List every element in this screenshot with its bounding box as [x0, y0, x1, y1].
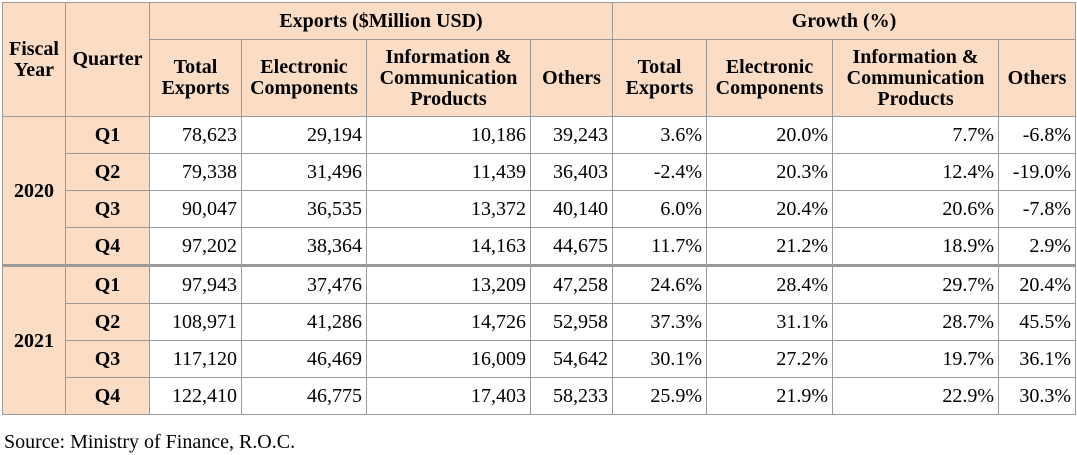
growth-value-cell: 18.9% [832, 227, 1000, 266]
table-row: 2021 Q1 97,943 37,476 13,209 47,258 24.6% 28.4%… [2, 264, 1077, 415]
growth-value-cell: 30.1% [612, 340, 708, 378]
export-value-cell: 11,439 [366, 153, 531, 191]
col-total-exports: Total Exports [149, 39, 242, 117]
export-value-cell: 97,943 [149, 264, 242, 304]
growth-value-cell: 37.3% [612, 303, 708, 341]
growth-value-cell: 36.1% [998, 340, 1077, 378]
export-value-cell: 79,338 [149, 153, 242, 191]
export-value-cell: 97,202 [149, 227, 242, 266]
table-row: Q2 79,338 31,496 11,439 36,403 -2.4% 20.3% 12.4… [3, 153, 1077, 191]
exports-group-header: Exports ($Million USD) [148, 2, 614, 40]
quarter-header: Quarter [65, 2, 150, 117]
export-value-cell: 36,535 [241, 190, 367, 228]
export-value-cell: 39,243 [529, 116, 614, 154]
growth-value-cell: -19.0% [998, 153, 1077, 191]
export-value-cell: 37,476 [241, 264, 367, 304]
growth-value-cell: 2.9% [998, 227, 1077, 266]
growth-value-cell: 25.9% [612, 377, 708, 415]
export-value-cell: 44,675 [529, 227, 614, 266]
export-value-cell: 29,194 [241, 116, 367, 154]
growth-value-cell: 30.3% [998, 377, 1077, 415]
quarter-cell: Q4 [65, 377, 150, 415]
quarter-cell: Q2 [65, 153, 150, 191]
export-value-cell: 10,186 [366, 116, 531, 154]
quarter-cell: Q4 [65, 227, 150, 266]
export-value-cell: 122,410 [149, 377, 242, 415]
export-value-cell: 78,623 [149, 116, 242, 154]
growth-value-cell: 28.4% [706, 264, 834, 304]
growth-value-cell: 29.7% [832, 264, 1000, 304]
growth-value-cell: 28.7% [832, 303, 1000, 341]
export-value-cell: 40,140 [529, 190, 614, 228]
col-growth-info-comm-products: Information & Communication Products [832, 39, 1000, 117]
export-value-cell: 54,642 [529, 340, 614, 378]
growth-value-cell: 20.0% [706, 116, 834, 154]
growth-value-cell: 11.7% [612, 227, 708, 266]
export-value-cell: 17,403 [366, 377, 531, 415]
quarter-cell: Q2 [65, 303, 150, 341]
export-value-cell: 13,372 [366, 190, 531, 228]
table-row: Q2 108,971 41,286 14,726 52,958 37.3% 31.1% 28.… [3, 303, 1077, 341]
quarter-cell: Q1 [65, 264, 150, 304]
source-note: Source: Ministry of Finance, R.O.C. [4, 431, 296, 453]
export-value-cell: 108,971 [149, 303, 242, 341]
export-value-cell: 46,469 [241, 340, 367, 378]
export-value-cell: 16,009 [366, 340, 531, 378]
growth-value-cell: 6.0% [612, 190, 708, 228]
growth-group-header: Growth (%) [612, 2, 1077, 40]
export-value-cell: 90,047 [149, 190, 242, 228]
table-row: Q3 90,047 36,535 13,372 40,140 6.0% 20.4% 20.6%… [3, 190, 1077, 228]
fiscal-year-cell: 2021 [2, 264, 66, 415]
growth-value-cell: -7.8% [998, 190, 1077, 228]
growth-value-cell: 21.9% [706, 377, 834, 415]
col-others: Others [529, 39, 614, 117]
fiscal-year-cell: 2020 [2, 116, 66, 266]
export-value-cell: 14,726 [366, 303, 531, 341]
export-value-cell: 52,958 [529, 303, 614, 341]
growth-value-cell: 19.7% [832, 340, 1000, 378]
growth-value-cell: 7.7% [832, 116, 1000, 154]
export-value-cell: 117,120 [149, 340, 242, 378]
export-value-cell: 41,286 [241, 303, 367, 341]
export-value-cell: 36,403 [529, 153, 614, 191]
quarter-cell: Q3 [65, 340, 150, 378]
exports-table: Fiscal Year Quarter Exports ($Million US… [2, 2, 1077, 415]
table-body: 2020 Q1 78,623 29,194 10,186 39,243 3.6% 20.0% 7… [2, 116, 1077, 415]
growth-value-cell: 27.2% [706, 340, 834, 378]
export-value-cell: 31,496 [241, 153, 367, 191]
export-value-cell: 47,258 [529, 264, 614, 304]
growth-value-cell: 12.4% [832, 153, 1000, 191]
growth-value-cell: 20.6% [832, 190, 1000, 228]
export-value-cell: 13,209 [366, 264, 531, 304]
quarter-cell: Q3 [65, 190, 150, 228]
col-growth-electronic-components: Electronic Components [706, 39, 834, 117]
growth-value-cell: 22.9% [832, 377, 1000, 415]
growth-value-cell: -2.4% [612, 153, 708, 191]
growth-value-cell: 20.3% [706, 153, 834, 191]
export-value-cell: 38,364 [241, 227, 367, 266]
growth-value-cell: 20.4% [706, 190, 834, 228]
col-electronic-components: Electronic Components [241, 39, 367, 117]
col-info-comm-products: Information & Communication Products [366, 39, 531, 117]
col-growth-total-exports: Total Exports [612, 39, 708, 117]
fiscal-year-header: Fiscal Year [2, 2, 66, 117]
quarter-cell: Q1 [65, 116, 150, 154]
table-row: 2020 Q1 78,623 29,194 10,186 39,243 3.6% 20.0% 7… [2, 116, 1077, 266]
table-row: Q4 122,410 46,775 17,403 58,233 25.9% 21.9% 22.… [3, 377, 1077, 415]
table-row: Q4 97,202 38,364 14,163 44,675 11.7% 21.2% 18.9… [3, 227, 1077, 266]
growth-value-cell: 24.6% [612, 264, 708, 304]
growth-value-cell: 45.5% [998, 303, 1077, 341]
export-value-cell: 46,775 [241, 377, 367, 415]
growth-value-cell: 3.6% [612, 116, 708, 154]
col-growth-others: Others [998, 39, 1077, 117]
export-value-cell: 14,163 [366, 227, 531, 266]
table-row: Q3 117,120 46,469 16,009 54,642 30.1% 27.2% 19.… [3, 340, 1077, 378]
export-value-cell: 58,233 [529, 377, 614, 415]
growth-value-cell: 21.2% [706, 227, 834, 266]
growth-value-cell: 31.1% [706, 303, 834, 341]
growth-value-cell: -6.8% [998, 116, 1077, 154]
growth-value-cell: 20.4% [998, 264, 1077, 304]
